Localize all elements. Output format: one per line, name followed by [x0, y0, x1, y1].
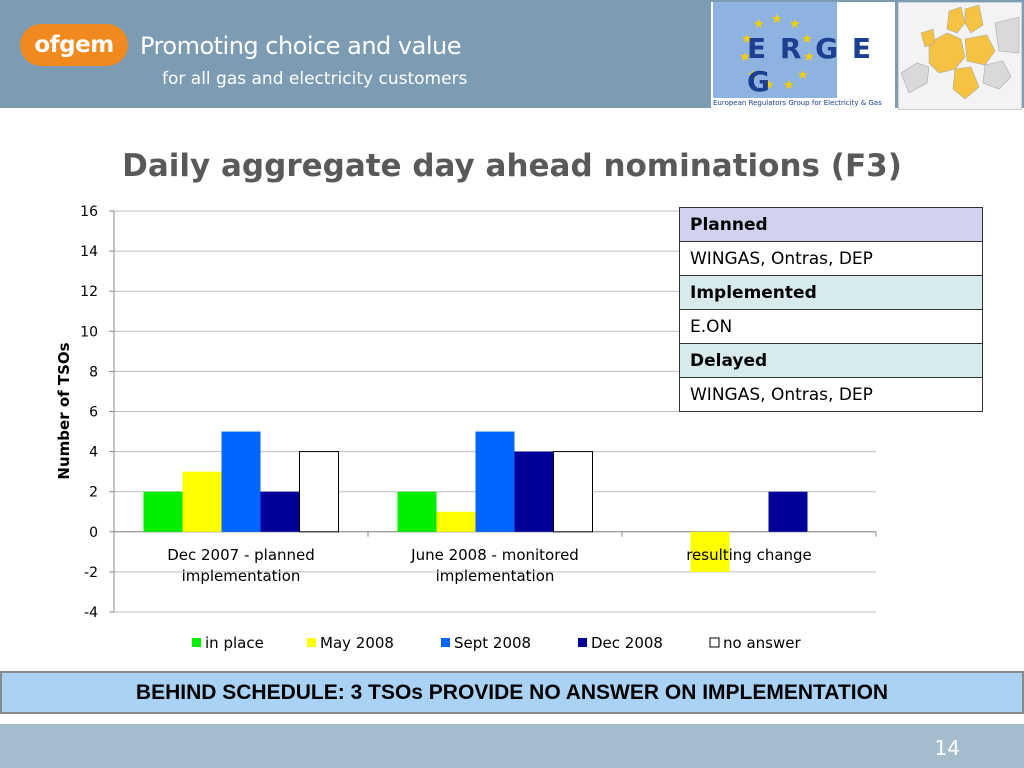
- bar: [299, 451, 339, 533]
- category-label: implementation: [436, 567, 555, 585]
- y-tick-label: 8: [89, 364, 98, 380]
- legend-label: Sept 2008: [454, 634, 531, 652]
- bar: [397, 491, 437, 532]
- status-table: Planned WINGAS, Ontras, DEP Implemented …: [679, 207, 983, 412]
- erge-logo-panel: ★ ★ ★ ★ ★ ★ ★ ★ ★ ★ ★: [713, 2, 837, 98]
- planned-value: WINGAS, Ontras, DEP: [679, 241, 983, 276]
- slide-title: Daily aggregate day ahead nominations (F…: [122, 148, 902, 184]
- y-tick-label: 6: [89, 405, 98, 421]
- y-tick-label: -2: [84, 565, 98, 581]
- legend-swatch: [441, 638, 450, 647]
- bar: [182, 471, 222, 532]
- tagline-line1: Promoting choice and value: [140, 32, 461, 60]
- category-label: resulting change: [686, 546, 812, 564]
- legend-swatch: [709, 637, 720, 648]
- y-tick-label: -4: [84, 605, 98, 621]
- schedule-banner: BEHIND SCHEDULE: 3 TSOs PROVIDE NO ANSWE…: [0, 671, 1024, 714]
- ofgem-logo: ofgem: [20, 24, 128, 66]
- page-number: 14: [934, 736, 960, 760]
- y-tick-label: 14: [80, 244, 98, 260]
- delayed-header: Delayed: [679, 343, 983, 378]
- eu-stars-icon: ★ ★ ★ ★ ★ ★ ★ ★ ★ ★ ★: [739, 12, 815, 93]
- y-axis-title: Number of TSOs: [55, 342, 73, 479]
- y-tick-label: 10: [80, 324, 98, 340]
- bar: [475, 431, 515, 532]
- implemented-value: E.ON: [679, 309, 983, 344]
- y-tick-label: 16: [80, 204, 98, 220]
- bar: [553, 451, 593, 533]
- legend-label: in place: [205, 634, 264, 652]
- y-tick-label: 12: [80, 284, 98, 300]
- legend-swatch: [192, 638, 201, 647]
- y-tick-label: 0: [89, 525, 98, 541]
- bar: [221, 431, 261, 532]
- bar: [768, 491, 808, 532]
- y-tick-label: 4: [89, 445, 98, 461]
- legend-label: May 2008: [320, 634, 394, 652]
- bar: [143, 491, 183, 532]
- bar: [690, 531, 730, 572]
- erge-logo-letters: E R G E G: [747, 32, 874, 98]
- erge-caption: European Regulators Group for Electricit…: [713, 99, 882, 107]
- bar: [514, 451, 554, 532]
- legend-label: no answer: [723, 634, 801, 652]
- legend-swatch: [307, 638, 316, 647]
- y-tick-label: 2: [89, 485, 98, 501]
- planned-header: Planned: [679, 207, 983, 242]
- bar: [436, 511, 476, 532]
- delayed-value: WINGAS, Ontras, DEP: [679, 377, 983, 412]
- bar: [260, 491, 300, 532]
- erge-logo: ★ ★ ★ ★ ★ ★ ★ ★ ★ ★ ★ E R G E G European Regu…: [711, 2, 895, 110]
- europe-map-image: [898, 2, 1022, 110]
- implemented-header: Implemented: [679, 275, 983, 310]
- category-label: implementation: [182, 567, 301, 585]
- legend-label: Dec 2008: [591, 634, 663, 652]
- bar-chart: -4 -2 0 2 4 6 8 10 12 14 16 Dec 2007 - planned imple…: [55, 204, 877, 652]
- tagline-line2: for all gas and electricity customers: [162, 69, 468, 89]
- footer-bar: 14: [0, 724, 1024, 768]
- category-label: Dec 2007 - planned: [167, 546, 315, 564]
- category-label: June 2008 - monitored: [410, 546, 579, 564]
- legend-swatch: [578, 638, 587, 647]
